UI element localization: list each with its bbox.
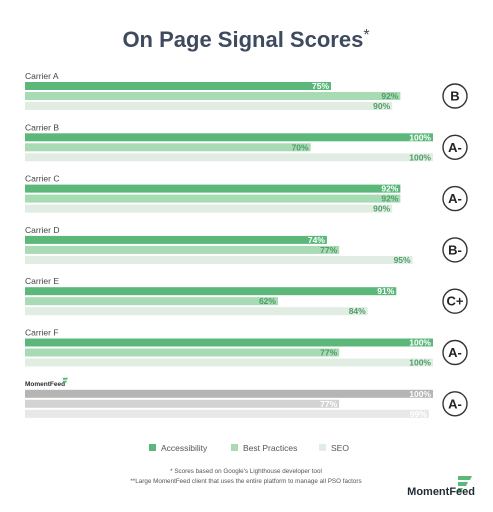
grade-text: B bbox=[450, 89, 459, 104]
group-1: Carrier B 100% 70% 100% A- bbox=[25, 122, 468, 162]
bar-value-label: 77% bbox=[320, 348, 337, 358]
group-0: Carrier A 75% 92%90% B bbox=[25, 71, 468, 111]
bar-best-practices bbox=[25, 297, 278, 306]
bar-value-label: 77% bbox=[320, 399, 337, 409]
grade-badge bbox=[442, 185, 468, 212]
bar-value-label: 100% bbox=[409, 358, 431, 368]
group-label: Carrier A bbox=[25, 71, 59, 81]
legend-swatch bbox=[149, 444, 156, 451]
footnote-2: **Large MomentFeed client that uses the … bbox=[130, 478, 361, 485]
bar-seo bbox=[25, 409, 429, 418]
group-5: Carrier F 100% 77% 100% A- bbox=[25, 328, 468, 368]
bar-value-label: 77% bbox=[320, 245, 337, 255]
grade-badge bbox=[442, 237, 468, 263]
brand-logo-icon bbox=[458, 476, 472, 492]
bar-seo bbox=[25, 255, 413, 264]
bar-value-label: 91% bbox=[377, 286, 394, 296]
bar-value-label: 75% bbox=[312, 81, 329, 91]
legend-label: SEO bbox=[331, 443, 349, 453]
bar-best-practices bbox=[25, 194, 401, 203]
grade-badge bbox=[442, 339, 468, 366]
bar-seo bbox=[25, 102, 393, 110]
group-3: Carrier D 74%77% 95% B- bbox=[25, 225, 468, 265]
bar-value-label: 84% bbox=[349, 306, 366, 316]
bar-value-label: 74% bbox=[308, 235, 325, 245]
bar-value-label: 92% bbox=[381, 194, 398, 204]
bar-seo bbox=[25, 204, 393, 213]
legend-label: Accessibility bbox=[161, 443, 208, 453]
bar-best-practices bbox=[25, 143, 311, 152]
group-label: Carrier D bbox=[25, 225, 59, 235]
footnote-1: * Scores based on Google's Lighthouse de… bbox=[170, 468, 322, 475]
group-4: Carrier E 91% 62% 84% C+ bbox=[25, 276, 468, 316]
bar-value-label: 92% bbox=[381, 91, 398, 101]
legend-swatch bbox=[319, 444, 326, 451]
bar-accessibility bbox=[25, 287, 397, 296]
bar-best-practices bbox=[25, 245, 340, 254]
bar-accessibility bbox=[25, 82, 331, 90]
group-2: Carrier C92%92%90%A- bbox=[25, 174, 468, 214]
bar-seo bbox=[25, 153, 433, 162]
bar-best-practices bbox=[25, 399, 340, 408]
grade-text: A- bbox=[448, 396, 462, 411]
group-label: Carrier E bbox=[25, 276, 59, 286]
bar-value-label: 100% bbox=[409, 338, 431, 348]
group-logo-icon bbox=[63, 377, 68, 383]
brand-name: MomentFeed bbox=[407, 486, 475, 498]
bar-value-label: 92% bbox=[381, 184, 398, 194]
grade-badge bbox=[442, 391, 468, 417]
legend-label: Best Practices bbox=[243, 443, 297, 453]
bar-value-label: 100% bbox=[409, 132, 431, 142]
chart-title-marker: * bbox=[363, 27, 369, 44]
group-label: Carrier B bbox=[25, 122, 59, 132]
group-label: Carrier F bbox=[25, 328, 59, 338]
legend: Accessibility Best Practices SEO bbox=[149, 443, 349, 453]
bar-best-practices bbox=[25, 348, 340, 357]
bar-value-label: 62% bbox=[259, 296, 276, 306]
bar-value-label: 90% bbox=[373, 204, 390, 214]
bar-accessibility bbox=[25, 389, 433, 398]
bar-best-practices bbox=[25, 92, 401, 100]
bar-accessibility bbox=[25, 235, 327, 244]
bar-value-label: 95% bbox=[394, 255, 411, 265]
bar-seo bbox=[25, 358, 433, 367]
bar-accessibility bbox=[25, 338, 433, 347]
grade-text: C+ bbox=[447, 294, 464, 309]
grade-badge bbox=[442, 83, 468, 109]
legend-swatch bbox=[231, 444, 238, 451]
chart-title-text: On Page Signal Scores bbox=[122, 27, 363, 52]
group-label: Carrier C bbox=[25, 174, 59, 184]
bar-value-label: 70% bbox=[292, 142, 309, 152]
grade-text: A- bbox=[448, 345, 462, 360]
grade-text: A- bbox=[448, 140, 462, 155]
bar-value-label: 100% bbox=[409, 389, 431, 399]
bar-value-label: 100% bbox=[409, 152, 431, 162]
brand-logo: MomentFeed bbox=[407, 476, 475, 498]
group-label-logo: MomentFeed bbox=[25, 377, 68, 388]
bar-seo bbox=[25, 307, 368, 316]
grade-badge bbox=[442, 134, 468, 161]
group-6: MomentFeed 100% 77% 99% A- bbox=[25, 377, 468, 419]
bar-accessibility bbox=[25, 133, 433, 142]
grade-text: A- bbox=[448, 191, 462, 206]
chart-title: On Page Signal Scores* bbox=[122, 27, 369, 52]
grade-text: B- bbox=[448, 242, 462, 257]
bar-accessibility bbox=[25, 184, 401, 193]
group-label: MomentFeed bbox=[25, 381, 65, 388]
bar-value-label: 90% bbox=[373, 101, 390, 111]
bar-value-label: 99% bbox=[410, 409, 427, 419]
grade-badge bbox=[442, 288, 468, 314]
